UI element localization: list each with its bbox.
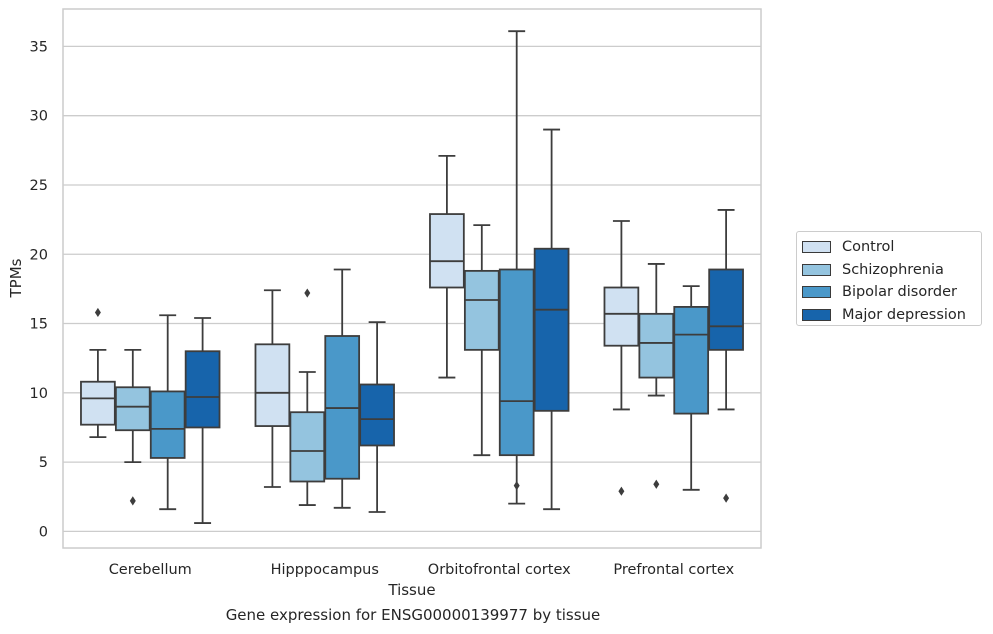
y-tick-label: 25 <box>30 178 48 194</box>
y-tick-label: 35 <box>30 39 48 55</box>
legend-label: Control <box>842 239 895 256</box>
box-major-depression <box>359 321 395 513</box>
box-control <box>429 154 465 379</box>
plot-frame <box>62 8 762 549</box>
y-tick-label: 15 <box>30 317 48 333</box>
figure-caption: Gene expression for ENSG00000139977 by t… <box>225 606 601 624</box>
x-axis-label: Tissue <box>387 581 435 599</box>
box-iqr <box>254 343 291 427</box>
x-tick-label: Prefrontal cortex <box>613 562 734 578</box>
box-iqr <box>289 411 326 483</box>
box-iqr <box>80 380 116 426</box>
x-tick-label: Hipppocampus <box>271 562 379 578</box>
box-bipolar-disorder <box>149 314 186 511</box>
x-tick-label: Cerebellum <box>109 562 192 578</box>
outlier-point <box>723 493 730 503</box>
box-schizophrenia <box>638 263 675 489</box>
box-plots <box>80 30 744 524</box>
box-iqr <box>149 390 186 459</box>
box-iqr <box>463 269 500 351</box>
box-control <box>254 289 291 488</box>
box-iqr <box>359 383 395 447</box>
y-tick-label: 20 <box>30 247 48 263</box>
legend-swatch <box>802 263 831 276</box>
legend-swatch <box>802 286 831 299</box>
legend-swatch <box>802 308 831 321</box>
box-bipolar-disorder <box>324 268 361 509</box>
box-iqr <box>603 286 640 347</box>
y-tick-label: 10 <box>30 386 48 402</box>
y-tick-label: 30 <box>30 109 48 125</box>
outlier-point <box>618 486 625 496</box>
box-iqr <box>708 268 744 351</box>
y-axis-label: TPMs <box>7 258 25 298</box>
box-major-depression <box>533 128 570 511</box>
box-bipolar-disorder <box>498 30 535 505</box>
legend-label: Major depression <box>842 306 966 323</box>
box-iqr <box>184 350 221 429</box>
box-schizophrenia <box>289 288 326 506</box>
box-bipolar-disorder <box>673 285 710 491</box>
legend-label: Schizophrenia <box>842 261 944 278</box>
y-tick-labels: 0 5 10 15 20 25 30 35 <box>30 39 48 540</box>
box-iqr <box>638 312 675 379</box>
box-control <box>80 307 116 439</box>
legend-swatch <box>802 241 831 254</box>
box-iqr <box>533 247 570 412</box>
box-major-depression <box>184 317 221 524</box>
outlier-point <box>513 481 520 491</box>
legend-label: Bipolar disorder <box>842 284 957 301</box>
legend-item: Schizophrenia <box>802 259 981 282</box>
box-schizophrenia <box>114 348 151 506</box>
outlier-point <box>304 288 311 298</box>
legend: Control Schizophrenia Bipolar disorder Majo… <box>796 231 982 326</box>
legend-item: Bipolar disorder <box>802 281 981 304</box>
box-iqr <box>498 268 535 457</box>
outlier-point <box>653 479 660 489</box>
legend-item: Control <box>802 236 981 259</box>
box-iqr <box>673 306 710 415</box>
box-schizophrenia <box>463 224 500 457</box>
x-tick-label: Orbitofrontal cortex <box>428 562 571 578</box>
y-tick-label: 0 <box>39 524 48 540</box>
legend-item: Major depression <box>802 304 981 327</box>
outlier-point <box>94 307 101 318</box>
y-tick-label: 5 <box>39 455 48 471</box>
box-control <box>603 220 640 496</box>
outlier-point <box>129 496 136 506</box>
box-major-depression <box>708 209 744 503</box>
x-tick-labels: Cerebellum Hipppocampus Orbitofrontal cort… <box>109 562 735 578</box>
box-iqr <box>114 386 151 432</box>
box-iqr <box>429 213 465 289</box>
